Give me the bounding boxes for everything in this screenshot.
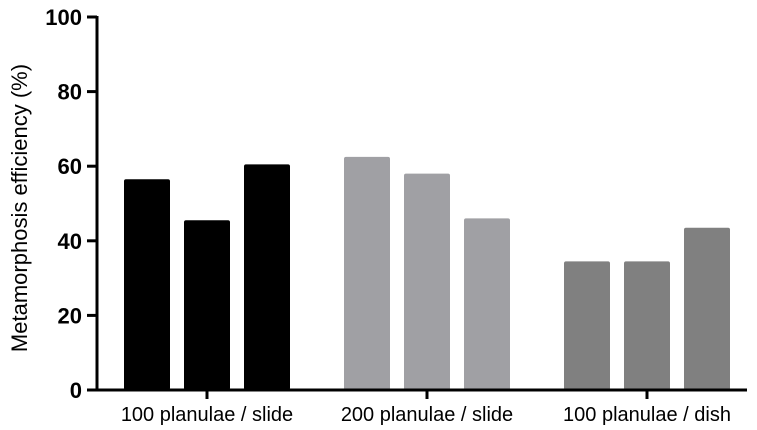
bar-1-1 [124,179,170,390]
y-tick-label-0: 0 [70,378,82,403]
bar-3-3 [684,227,730,390]
y-tick-label-100: 100 [45,5,82,30]
bar-2-1 [344,156,390,390]
y-tick-label-40: 40 [58,229,82,254]
bar-2-3 [464,218,510,390]
x-category-label-1: 100 planulae / slide [121,404,293,426]
x-category-label-2: 200 planulae / slide [341,404,513,426]
y-tick-label-60: 60 [58,154,82,179]
x-category-label-3: 100 planulae / dish [563,404,731,426]
bar-2-2 [404,173,450,390]
bar-1-2 [184,220,230,390]
y-axis-title: Metamorphosis efficiency (%) [7,64,32,352]
bars-layer [124,156,730,390]
y-tick-label-20: 20 [58,303,82,328]
bar-3-1 [564,261,610,390]
y-tick-label-80: 80 [58,80,82,105]
bar-3-2 [624,261,670,390]
labels-layer: 0 20 40 60 80 100 100 planulae / slide 200 plan… [45,5,731,426]
axes-layer [87,15,747,399]
bar-1-3 [244,164,290,390]
